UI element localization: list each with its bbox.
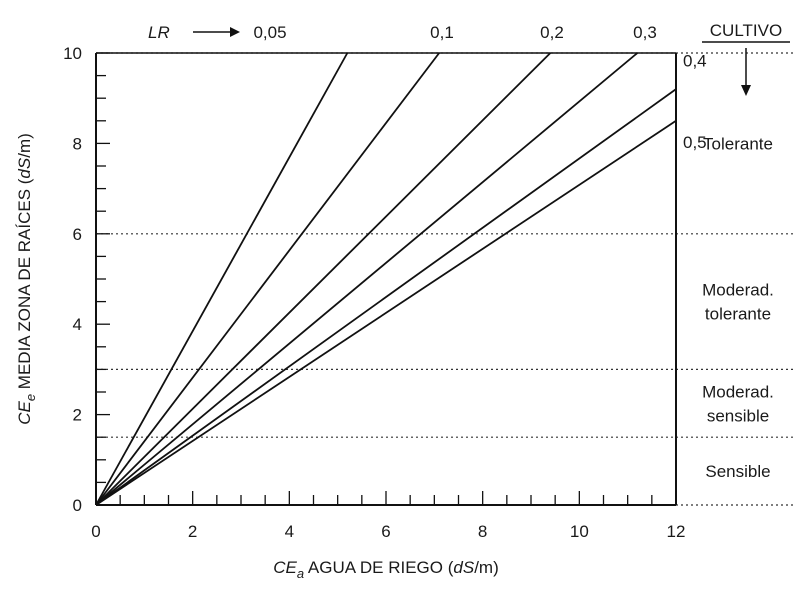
zone-label: Tolerante — [703, 134, 773, 153]
x-tick-label: 12 — [667, 522, 686, 541]
y-title-ce: CE — [15, 401, 34, 425]
y-axis-title: CEe MEDIA ZONA DE RAÍCES (dS/m) — [15, 133, 38, 425]
x-axis-title: CEa AGUA DE RIEGO (dS/m) — [273, 558, 498, 581]
lr-arrow-head — [230, 27, 240, 37]
lr-line-0-05 — [95, 52, 349, 506]
y-tick-label: 6 — [73, 225, 82, 244]
x-tick-label: 6 — [381, 522, 390, 541]
y-title-unit: dS — [15, 157, 34, 178]
x-title-rest: AGUA DE RIEGO ( — [304, 558, 454, 577]
zone-label: Sensible — [705, 462, 770, 481]
x-tick-label: 10 — [570, 522, 589, 541]
zone-label: Moderad. — [702, 281, 774, 300]
chart-frame: 0 2 4 6 8 10 12 0 2 4 6 8 10 CEa AGUA DE RIEGO (dS/m… — [8, 8, 798, 583]
series-label-0-2: 0,2 — [540, 23, 564, 42]
y-tick-label: 10 — [63, 44, 82, 63]
lr-label: LR — [148, 23, 170, 42]
y-title-sub: e — [23, 394, 38, 401]
series-label-0-1: 0,1 — [430, 23, 454, 42]
x-title-unit: dS — [453, 558, 474, 577]
x-tick-label: 8 — [478, 522, 487, 541]
y-tick-label: 4 — [73, 315, 82, 334]
zone-label: sensible — [707, 406, 769, 425]
x-tick-label: 2 — [188, 522, 197, 541]
x-tick-label: 4 — [285, 522, 294, 541]
x-title-ce: CE — [273, 558, 297, 577]
lr-line-0-4 — [95, 88, 677, 506]
x-tick-label: 0 — [91, 522, 100, 541]
y-tick-label: 0 — [73, 496, 82, 515]
y-title-rest: MEDIA ZONA DE RAÍCES ( — [15, 178, 34, 394]
lr-line-0-2 — [95, 52, 551, 506]
lr-line-0-5 — [95, 120, 677, 506]
crop-arrow-head — [741, 85, 751, 96]
y-tick-label: 8 — [73, 134, 82, 153]
y-tick-label: 2 — [73, 406, 82, 425]
series-label-0-3: 0,3 — [633, 23, 657, 42]
x-title-sub: a — [297, 566, 304, 581]
lr-line-0-3 — [95, 52, 638, 506]
series-label-0-4: 0,4 — [683, 52, 707, 71]
y-title-unit-tail: /m) — [15, 133, 34, 158]
zone-label: Moderad. — [702, 382, 774, 401]
crop-header: CULTIVO — [710, 21, 782, 40]
lr-line-0-1 — [95, 52, 440, 506]
series-label-0-5: 0,5 — [683, 133, 707, 152]
series-label-0-05: 0,05 — [253, 23, 286, 42]
x-title-unit-tail: /m) — [474, 558, 499, 577]
zone-label: tolerante — [705, 305, 771, 324]
